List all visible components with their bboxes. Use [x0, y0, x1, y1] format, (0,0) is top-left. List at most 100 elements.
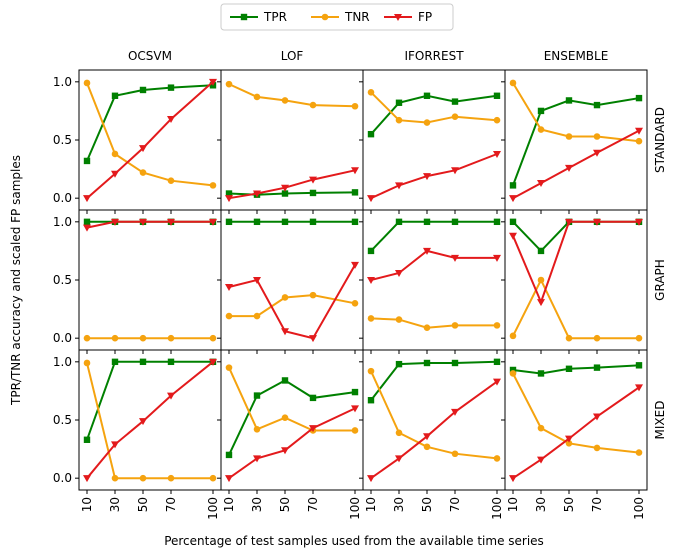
- x-tick-label: 10: [364, 497, 378, 512]
- point-fp: [209, 358, 217, 366]
- point-fp: [309, 335, 317, 343]
- point-tnr: [395, 316, 403, 323]
- point-fp: [167, 392, 175, 400]
- series-line-tnr: [512, 277, 639, 340]
- series-line-tnr: [370, 317, 497, 329]
- panel-graph-ocsvm: [78, 209, 222, 351]
- series-line-tpr: [370, 220, 497, 252]
- legend-marker: [240, 13, 248, 21]
- panel-standard-ensemble: [504, 69, 648, 211]
- point-fp: [253, 455, 261, 463]
- point-tnr: [635, 334, 643, 342]
- point-tnr: [635, 137, 643, 145]
- point-tnr: [253, 93, 261, 101]
- point-fp: [509, 195, 517, 203]
- panel-standard-iforrest: [362, 69, 506, 211]
- panel-graph-lof: [220, 209, 364, 351]
- point-tnr: [167, 177, 175, 185]
- point-tpr: [509, 218, 517, 226]
- point-tnr: [225, 364, 233, 371]
- point-tpr: [225, 218, 233, 226]
- point-tnr: [139, 474, 147, 482]
- point-tnr: [209, 474, 217, 482]
- point-tnr: [493, 116, 501, 124]
- point-tpr: [253, 218, 261, 226]
- legend-entry-tnr: TNR: [311, 10, 370, 24]
- point-tnr: [111, 334, 119, 342]
- chart-legend: TPR TNR FP: [220, 3, 454, 31]
- panel-frame: [220, 209, 364, 351]
- point-fp: [309, 176, 317, 184]
- point-tpr: [83, 218, 91, 226]
- series-line-tnr: [370, 370, 498, 460]
- point-fp: [281, 328, 289, 336]
- point-tpr: [281, 377, 289, 384]
- y-axis-label: TPR/TNR accuracy and scaled FP samples: [9, 155, 23, 406]
- point-fp: [111, 218, 119, 226]
- point-fp: [367, 277, 375, 284]
- y-tick-label: 1.0: [53, 355, 72, 369]
- point-tnr: [565, 133, 573, 140]
- point-fp: [139, 145, 147, 153]
- point-fp: [537, 180, 545, 188]
- point-fp: [451, 408, 459, 416]
- point-fp: [423, 433, 431, 441]
- point-tnr: [509, 332, 517, 340]
- point-fp: [493, 378, 501, 386]
- point-fp: [351, 261, 359, 269]
- point-tnr: [367, 88, 375, 96]
- point-tpr: [395, 99, 403, 106]
- point-fp: [451, 167, 459, 175]
- point-tnr: [493, 322, 501, 329]
- panel-mixed-ensemble: [504, 349, 648, 491]
- point-fp: [537, 456, 545, 464]
- point-tpr: [537, 107, 545, 115]
- point-tnr: [537, 424, 545, 432]
- point-fp: [451, 254, 459, 262]
- series-line-fp: [86, 220, 213, 229]
- point-fp: [167, 116, 175, 124]
- point-fp: [635, 218, 643, 226]
- point-fp: [593, 413, 601, 421]
- point-fp: [593, 218, 601, 226]
- point-tpr: [593, 101, 601, 109]
- point-tpr: [83, 157, 91, 165]
- series-line-fp: [86, 361, 214, 479]
- point-tnr: [253, 426, 261, 433]
- x-tick-label: 50: [278, 497, 292, 512]
- point-tnr: [565, 439, 573, 447]
- x-tick-label: 100: [490, 497, 504, 520]
- series-line-tpr: [86, 360, 213, 441]
- point-fp: [309, 425, 317, 433]
- point-tnr: [451, 113, 459, 121]
- panel-mixed-ocsvm: [78, 349, 222, 491]
- y-tick-label: 1.0: [53, 75, 72, 89]
- panel-mixed-lof: [220, 349, 364, 491]
- point-tpr: [537, 370, 545, 377]
- point-tnr: [167, 334, 175, 342]
- point-tnr: [593, 444, 601, 452]
- point-fp: [367, 475, 375, 483]
- x-tick-label: 30: [534, 497, 548, 512]
- x-tick-label: 100: [206, 497, 220, 520]
- point-tpr: [351, 218, 359, 226]
- column-header-iforrest: IFORREST: [404, 49, 464, 63]
- legend-marker: [321, 13, 329, 21]
- point-tnr: [225, 80, 233, 88]
- panel-standard-ocsvm: [78, 69, 222, 211]
- point-tnr: [451, 450, 459, 458]
- point-tnr: [367, 367, 375, 375]
- legend-entry-fp: FP: [384, 10, 432, 24]
- point-fp: [593, 149, 601, 157]
- point-tpr: [635, 362, 643, 369]
- point-tnr: [83, 359, 91, 367]
- point-fp: [423, 247, 431, 255]
- x-axis-label: Percentage of test samples used from the…: [164, 534, 544, 548]
- x-tick-label: 100: [348, 497, 362, 520]
- series-line-fp: [370, 153, 498, 200]
- point-tpr: [367, 397, 375, 404]
- point-fp: [83, 475, 91, 483]
- point-tpr: [635, 94, 643, 102]
- panel-graph-ensemble: [504, 209, 648, 351]
